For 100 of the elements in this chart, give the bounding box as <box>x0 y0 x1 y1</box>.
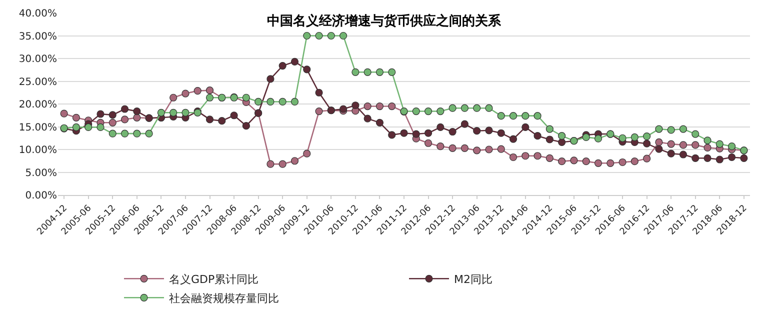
legend-label: 名义GDP累计同比 <box>169 272 259 286</box>
point <box>352 68 360 76</box>
point <box>315 32 323 40</box>
point <box>460 120 468 128</box>
point <box>534 152 542 160</box>
point <box>497 112 505 120</box>
point <box>497 145 505 153</box>
point <box>303 66 311 74</box>
legend-label: 社会融资规模存量同比 <box>169 292 279 305</box>
point <box>558 132 566 140</box>
point <box>424 107 432 116</box>
point <box>618 158 626 166</box>
point <box>278 62 286 70</box>
point <box>242 122 250 130</box>
y-tick-label: 20.00% <box>18 100 57 110</box>
point <box>170 94 178 102</box>
point <box>182 108 190 116</box>
point <box>558 138 566 146</box>
y-tick-label: 10.00% <box>18 145 57 156</box>
point <box>704 136 712 144</box>
point <box>340 32 348 40</box>
point <box>522 123 530 132</box>
point <box>509 112 518 120</box>
y-tick-label: 30.00% <box>18 54 57 65</box>
point <box>594 134 602 142</box>
point <box>740 154 748 162</box>
point <box>170 108 178 116</box>
point <box>108 111 116 119</box>
point <box>182 90 190 98</box>
point <box>692 130 700 138</box>
point <box>388 68 396 76</box>
chart-title: 中国名义经济增速与货币供应之间的关系 <box>267 13 502 30</box>
point <box>315 107 323 116</box>
y-tick-label: 5.00% <box>25 168 57 179</box>
point <box>206 86 214 94</box>
point <box>630 133 638 142</box>
point <box>436 123 444 132</box>
point <box>327 32 335 40</box>
point <box>594 159 602 167</box>
point <box>133 130 141 138</box>
point <box>667 150 675 158</box>
point <box>582 133 590 142</box>
point <box>315 88 323 96</box>
point <box>96 110 104 118</box>
point <box>206 116 214 124</box>
point <box>728 142 736 150</box>
y-tick-label: 15.00% <box>18 122 57 134</box>
point <box>303 32 311 40</box>
point <box>108 130 116 138</box>
legend-label: M2同比 <box>454 272 492 286</box>
point <box>145 130 153 138</box>
point <box>509 135 518 143</box>
point <box>424 139 432 147</box>
point <box>352 102 360 110</box>
y-tick-label: 40.00% <box>18 8 57 20</box>
point <box>692 141 700 149</box>
point <box>485 146 493 154</box>
point <box>485 126 493 134</box>
point <box>290 98 299 106</box>
point <box>460 144 468 152</box>
point <box>376 102 384 110</box>
point <box>546 136 554 144</box>
point <box>424 129 432 137</box>
point <box>206 94 214 102</box>
point <box>448 144 456 152</box>
point <box>679 141 688 149</box>
point <box>667 140 675 148</box>
point <box>400 129 408 137</box>
point <box>643 140 651 148</box>
point <box>716 140 724 148</box>
point <box>194 87 202 95</box>
point <box>667 126 675 134</box>
y-tick-label: 25.00% <box>18 76 57 88</box>
point <box>157 108 165 116</box>
point <box>120 116 129 124</box>
point <box>630 158 638 166</box>
point <box>218 117 226 125</box>
point <box>436 107 444 116</box>
point <box>266 98 274 106</box>
y-tick-label: 35.00% <box>18 31 57 42</box>
point <box>96 123 104 132</box>
point <box>534 112 542 120</box>
point <box>72 123 80 132</box>
point <box>448 104 456 112</box>
point <box>72 114 80 122</box>
point <box>448 128 456 136</box>
point <box>679 125 688 133</box>
point <box>558 158 566 166</box>
point <box>460 104 468 112</box>
point <box>509 153 518 162</box>
point <box>473 146 481 154</box>
point <box>278 98 286 106</box>
point <box>266 160 274 168</box>
point <box>546 154 554 162</box>
y-tick-label: 0.00% <box>25 190 57 202</box>
point <box>522 152 530 160</box>
point <box>364 114 372 122</box>
point <box>473 127 481 135</box>
point <box>485 104 493 112</box>
point <box>606 159 614 167</box>
